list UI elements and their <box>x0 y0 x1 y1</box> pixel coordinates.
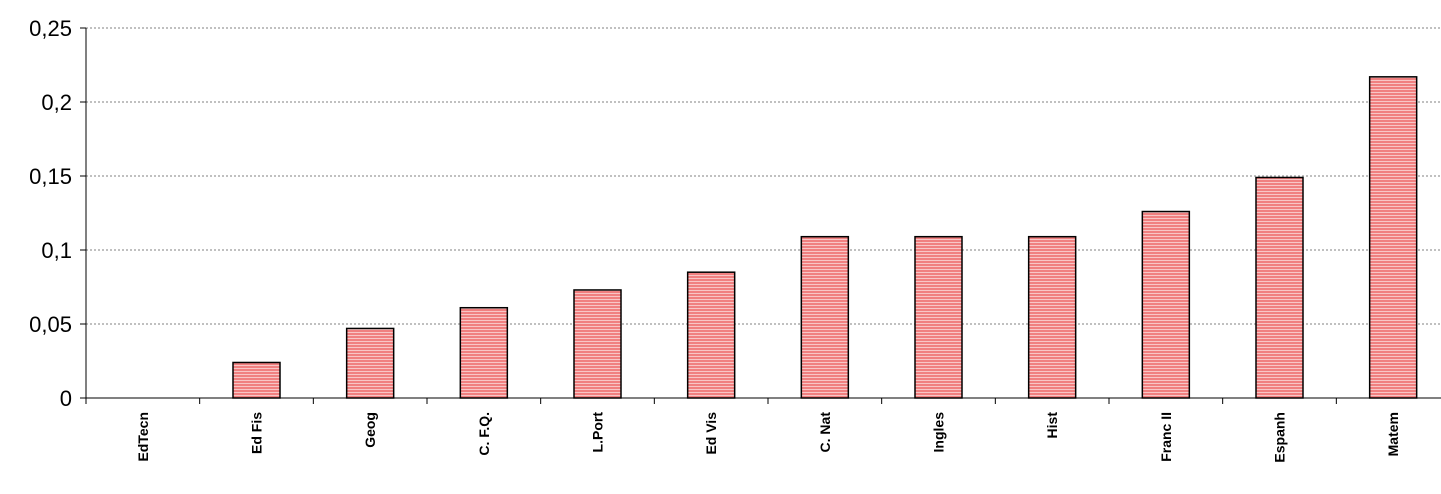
bar-l-port <box>573 289 622 399</box>
gridlines <box>86 27 1441 325</box>
y-tick-label: 0,1 <box>41 238 72 263</box>
bar-matem <box>1368 76 1418 399</box>
axes <box>80 27 1441 404</box>
x-tick-labels: EdTecn Ed Fis Geog C. F.Q. L.Port Ed Vis C. Na… <box>135 412 1401 463</box>
y-tick-label: 0,2 <box>41 90 72 115</box>
x-tick-label: Ingles <box>931 412 947 453</box>
bar-espanh <box>1255 176 1304 399</box>
bar-ingles <box>914 235 963 399</box>
bar-hist <box>1027 235 1077 399</box>
bar-c-nat <box>800 235 850 399</box>
y-tick-label: 0 <box>60 386 72 411</box>
bar-ed-vis <box>686 271 736 399</box>
x-tick-label: Matem <box>1385 412 1401 456</box>
x-tick-label: L.Port <box>590 412 606 453</box>
x-tick-label: Espanh <box>1272 412 1288 463</box>
x-tick-label: C. F.Q. <box>476 412 492 456</box>
x-tick-label: Hist <box>1044 412 1060 439</box>
y-tick-label: 0,15 <box>29 164 72 189</box>
x-tick-label: EdTecn <box>135 412 151 462</box>
y-tick-label: 0,05 <box>29 312 72 337</box>
x-tick-label: Franc II <box>1158 412 1174 462</box>
x-tick-label: Geog <box>362 412 378 448</box>
y-tick-labels: 0 0,05 0,1 0,15 0,2 0,25 <box>29 16 72 411</box>
x-tick-label: Ed Vis <box>703 412 719 455</box>
bar-c-f-q <box>459 306 509 399</box>
bars <box>232 76 1418 399</box>
bar-ed-fis <box>232 361 281 399</box>
x-tick-label: Ed Fis <box>249 412 265 454</box>
y-tick-label: 0,25 <box>29 16 72 41</box>
bar-franc-ii <box>1141 210 1191 399</box>
x-tick-label: C. Nat <box>817 412 833 453</box>
bar-geog <box>345 327 395 399</box>
